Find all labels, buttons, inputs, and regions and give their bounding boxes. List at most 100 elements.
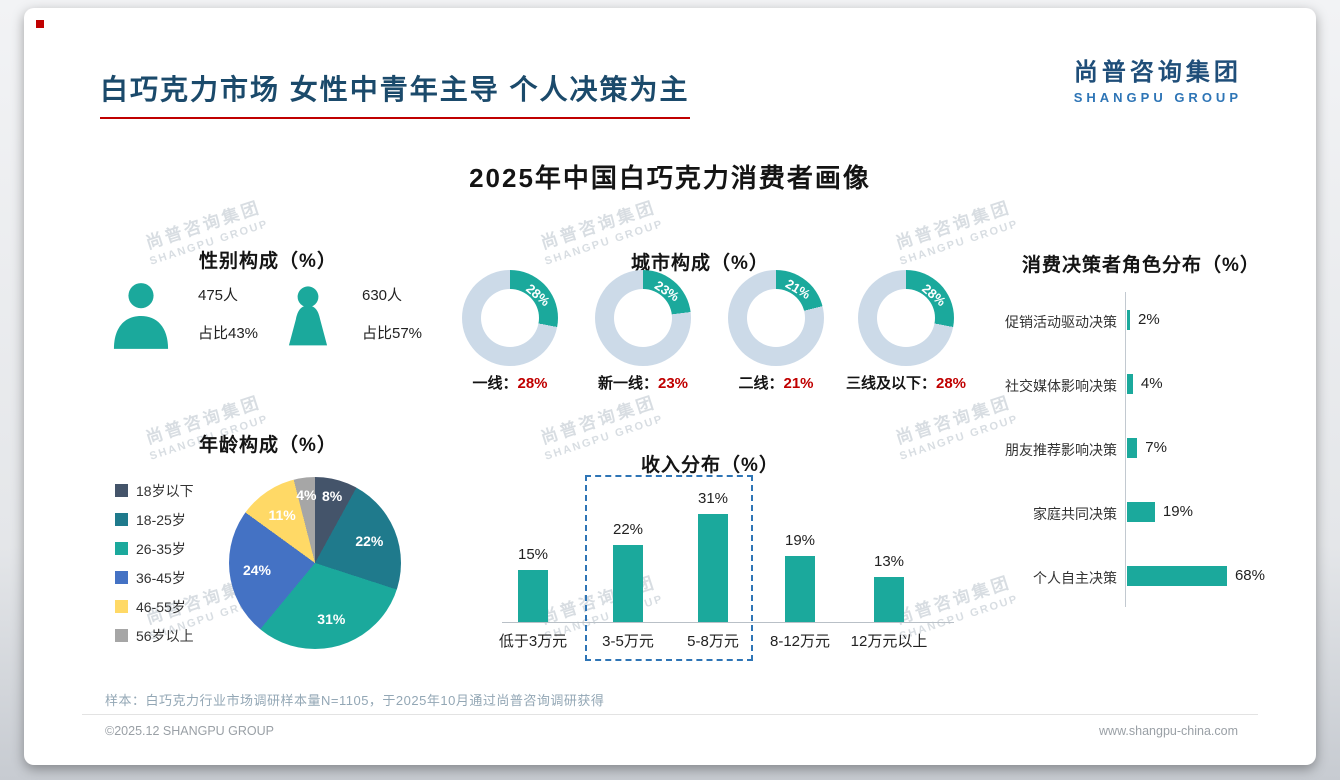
decision-category-label: 促销活动驱动决策 [1005,314,1117,330]
pie-slice-label: 31% [317,611,346,628]
city-section-title: 城市构成（%） [631,253,769,274]
chart-main-title: 2025年中国白巧克力消费者画像 [469,163,871,193]
age-legend: 18岁以下 18-25岁 26-35岁 36-45岁 46-55岁 56岁以上 [115,476,194,650]
income-category-label: 8-12万元 [769,633,831,650]
city-donuts: 28% 一线：28% 23% 新一线：23% 21% 二线：21% 28% 三线及以下：28% [24,270,1316,410]
copyright-text: ©2025.12 SHANGPU GROUP [105,724,274,738]
donut-hole [877,289,935,347]
decision-bar-value: 68% [1234,567,1265,584]
decision-bar-value: 4% [1140,375,1163,392]
decision-category-label: 个人自主决策 [1033,570,1117,586]
donut-caption: 三线及以下：28% [821,372,991,393]
decision-category-label: 朋友推荐影响决策 [1005,442,1117,458]
donut-hole [614,289,672,347]
decision-bar-value: 2% [1138,311,1160,328]
decision-y-axis [1125,292,1126,607]
decision-chart: 消费决策者角色分布（%） 促销活动驱动决策 2% 社交媒体影响决策 4% 朋友推荐影响决… [976,248,1306,638]
legend-label: 56岁以上 [136,627,194,644]
donut-caption-name: 一线： [472,375,518,392]
footer-divider [82,714,1258,715]
age-pie: 8% 22% 31% 24% 11% 4% [229,477,401,649]
donut-caption: 二线：21% [691,372,861,393]
age-legend-item: 36-45岁 [115,563,194,592]
decision-bar [1127,310,1130,330]
website-link[interactable]: www.shangpu-china.com [1099,724,1238,738]
decision-category-label: 家庭共同决策 [1033,506,1117,522]
income-category-label: 低于3万元 [498,633,568,650]
decision-bar [1127,438,1138,458]
legend-label: 36-45岁 [136,569,186,586]
donut-caption-value: 21% [783,375,814,392]
income-category-label: 3-5万元 [602,633,654,650]
legend-label: 46-55岁 [136,598,186,615]
donut-hole [481,289,539,347]
legend-swatch [115,629,128,642]
income-chart: 15% 低于3万元 22% 3-5万元 31% 5-8万元 19% 8-12万元 13% 12万元… [494,470,964,675]
legend-label: 18岁以下 [136,482,194,499]
logo-cn-text: 尚普咨询集团 [1073,59,1242,86]
city-donut: 21% [728,270,824,366]
donut-caption: 新一线：23% [558,372,728,393]
donut-hole [747,289,805,347]
logo-en-text: SHANGPU GROUP [1073,90,1242,105]
income-bar-value: 22% [612,521,644,538]
gender-male-item: 475人 占比43% [112,280,258,350]
city-donut-group: 28% 三线及以下：28% [821,270,991,402]
legend-swatch [115,571,128,584]
income-highlight-box [585,475,753,661]
age-legend-item: 26-35岁 [115,534,194,563]
decision-body: 促销活动驱动决策 2% 社交媒体影响决策 4% 朋友推荐影响决策 7% 家庭共同决策 19% 个… [976,248,1306,638]
income-bar [785,555,815,622]
male-share: 占比43% [198,325,259,342]
donut-caption-name: 新一线： [597,375,658,392]
female-person-icon [288,286,328,346]
age-legend-item: 56岁以上 [115,621,194,650]
decision-bar [1127,374,1133,394]
decision-section-title: 消费决策者角色分布（%） [1022,255,1260,276]
decision-bar [1127,502,1155,522]
income-bar-value: 15% [517,545,549,563]
age-legend-item: 46-55岁 [115,592,194,621]
city-donut-group: 23% 新一线：23% [558,270,728,402]
income-bar-value: 13% [873,552,905,570]
male-person-icon [113,283,169,349]
gender-female-item: 630人 占比57% [282,280,422,350]
income-x-axis [502,622,954,623]
age-legend-item: 18-25岁 [115,505,194,534]
decision-bar [1127,566,1227,586]
female-stats: 630人 占比57% [362,280,422,343]
pie-slice-label: 22% [355,533,384,550]
city-donut-group: 28% 一线：28% [425,270,595,402]
age-section-title: 年龄构成（%） [199,435,337,456]
gender-section-title: 性别构成（%） [199,251,337,272]
income-bar [518,569,548,622]
city-donut: 23% [595,270,691,366]
male-count: 475人 [198,287,239,304]
decision-bar-value: 7% [1145,439,1167,456]
sample-note: 样本：白巧克力行业市场调研样本量N=1105，于2025年10月通过尚普咨询调研… [105,693,605,708]
female-count: 630人 [362,287,403,304]
donut-caption: 一线：28% [425,372,595,393]
decision-category-label: 社交媒体影响决策 [1005,378,1117,394]
donut-caption-name: 三线及以下： [845,375,936,392]
pie-slice-label: 11% [268,506,296,523]
income-section-title: 收入分布（%） [641,455,779,476]
female-share: 占比57% [362,325,423,342]
city-donut-group: 21% 二线：21% [691,270,861,402]
pie-slice-label: 4% [296,486,317,503]
donut-caption-name: 二线： [738,375,784,392]
report-slide: 白巧克力市场 女性中青年主导 个人决策为主 尚普咨询集团 SHANGPU GRO… [24,8,1316,765]
company-logo: 尚普咨询集团 SHANGPU GROUP [1074,52,1242,105]
accent-square [36,20,44,28]
legend-swatch [115,484,128,497]
city-donut: 28% [858,270,954,366]
income-bar-value: 31% [697,489,729,507]
watermark-cn: 尚普咨询集团 [538,197,659,253]
page-title: 白巧克力市场 女性中青年主导 个人决策为主 [100,68,690,119]
donut-caption-value: 23% [657,375,689,392]
legend-swatch [115,513,128,526]
decision-bar-value: 19% [1162,503,1193,520]
pie-slice-label: 8% [321,488,343,505]
legend-swatch [115,600,128,613]
age-legend-item: 18岁以下 [115,476,194,505]
